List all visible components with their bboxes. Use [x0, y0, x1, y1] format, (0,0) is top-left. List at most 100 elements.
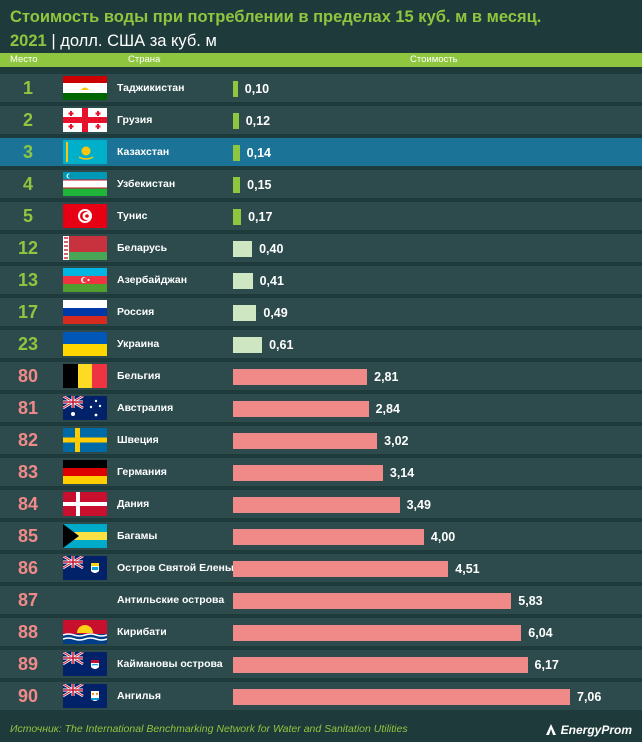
- table-row: 13 Азербайджан 0,41: [0, 266, 642, 294]
- rank-label: 1: [22, 78, 33, 98]
- bar: [233, 145, 240, 161]
- rank-label: 81: [17, 398, 39, 418]
- table-row: 86 Остров Святой Елены 4,51: [0, 554, 642, 582]
- table-row: 1 Таджикистан 0,10: [0, 74, 642, 102]
- bar: [233, 497, 400, 513]
- value-label: 0,12: [245, 114, 271, 128]
- de-flag-icon: [63, 460, 107, 484]
- bar: [233, 273, 253, 289]
- value-label: 2,81: [374, 370, 399, 384]
- value-label: 0,61: [269, 338, 294, 352]
- by-flag-icon: [63, 236, 107, 260]
- value-label: 4,00: [430, 530, 456, 544]
- value-label: 0,14: [246, 146, 272, 160]
- table-row: 88 Кирибати 6,04: [0, 618, 642, 646]
- country-label: Беларусь: [117, 242, 168, 254]
- header-country: Страна: [128, 54, 161, 65]
- header-value: Стоимость: [410, 54, 458, 65]
- table-row: 23 Украина 0,61: [0, 330, 642, 358]
- chart-title: Стоимость воды при потреблении в предела…: [10, 6, 635, 52]
- country-label: Ангилья: [117, 690, 162, 702]
- title-unit: долл. США за куб. м: [60, 32, 217, 50]
- bar: [233, 433, 378, 449]
- bar: [233, 113, 239, 129]
- table-row: 87 Антильские острова 5,83: [0, 586, 642, 614]
- value-label: 0,10: [244, 82, 270, 96]
- bar: [233, 465, 383, 481]
- table-row: 80 Бельгия 2,81: [0, 362, 642, 390]
- country-label: Грузия: [117, 114, 153, 126]
- source-note: Источник: The International Benchmarking…: [10, 723, 408, 735]
- country-label: Каймановы острова: [117, 658, 223, 670]
- az-flag-icon: [63, 268, 107, 292]
- footer: Источник: The International Benchmarking…: [0, 718, 642, 742]
- table-row: 17 Россия 0,49: [0, 298, 642, 326]
- rank-label: 17: [17, 302, 39, 322]
- table-row: 84 Дания 3,49: [0, 490, 642, 518]
- rank-label: 3: [22, 142, 33, 162]
- bar: [233, 689, 570, 705]
- bar: [233, 625, 522, 641]
- table-row: 5 Тунис 0,17: [0, 202, 642, 230]
- rank-label: 13: [17, 270, 39, 290]
- bar: [233, 177, 241, 193]
- value-label: 0,17: [248, 210, 273, 224]
- rank-label: 5: [22, 206, 33, 226]
- bar: [233, 401, 369, 417]
- table-row: 12 Беларусь 0,40: [0, 234, 642, 262]
- value-label: 6,17: [534, 658, 559, 672]
- rank-label: 4: [22, 174, 33, 194]
- rank-label: 85: [17, 526, 39, 546]
- country-label: Бельгия: [117, 370, 161, 382]
- bar: [233, 561, 449, 577]
- rank-label: 80: [17, 366, 39, 386]
- value-label: 3,02: [384, 434, 409, 448]
- rank-label: 23: [17, 334, 39, 354]
- table-row: 3 Казахстан 0,14: [0, 138, 642, 166]
- ge-flag-icon: [63, 108, 107, 132]
- ki-flag-icon: [63, 620, 107, 644]
- ru-flag-icon: [63, 300, 107, 324]
- bar: [233, 593, 512, 609]
- be-flag-icon: [63, 364, 107, 388]
- country-label: Багамы: [117, 530, 158, 542]
- energyprom-logo-icon: [545, 724, 556, 735]
- title-separator: |: [51, 32, 56, 50]
- value-label: 3,49: [406, 498, 431, 512]
- value-label: 7,06: [577, 690, 602, 704]
- se-flag-icon: [63, 428, 107, 452]
- rank-label: 86: [17, 558, 39, 578]
- bar: [233, 241, 253, 257]
- country-label: Тунис: [117, 210, 148, 222]
- rank-label: 89: [17, 654, 39, 674]
- kz-flag-icon: [63, 140, 107, 164]
- table-header: Место Страна Стоимость: [0, 53, 642, 67]
- bar: [233, 337, 263, 353]
- country-label: Дания: [117, 498, 150, 510]
- bar: [233, 369, 368, 385]
- table-row: 4 Узбекистан 0,15: [0, 170, 642, 198]
- value-label: 2,84: [375, 402, 400, 416]
- country-label: Германия: [117, 466, 167, 478]
- title-line2: 2021 | долл. США за куб. м: [10, 30, 635, 52]
- country-label: Украина: [117, 338, 160, 350]
- bar: [233, 529, 424, 545]
- country-label: Казахстан: [117, 146, 170, 158]
- bs-flag-icon: [63, 524, 107, 548]
- country-label: Остров Святой Елены: [117, 562, 234, 574]
- country-label: Кирибати: [117, 626, 167, 638]
- country-label: Россия: [117, 306, 155, 318]
- tj-flag-icon: [63, 76, 107, 100]
- table-row: 83 Германия 3,14: [0, 458, 642, 486]
- logo: EnergyProm: [544, 721, 632, 739]
- value-label: 4,51: [455, 562, 480, 576]
- ky-flag-icon: [63, 652, 107, 676]
- value-label: 0,15: [247, 178, 272, 192]
- tn-flag-icon: [63, 204, 107, 228]
- table-row: 81 Австралия 2,84: [0, 394, 642, 422]
- rank-label: 12: [17, 238, 39, 258]
- bar: [233, 81, 238, 97]
- country-label: Австралия: [117, 402, 174, 414]
- ai-flag-icon: [63, 684, 107, 708]
- source-label: Источник:: [10, 723, 62, 735]
